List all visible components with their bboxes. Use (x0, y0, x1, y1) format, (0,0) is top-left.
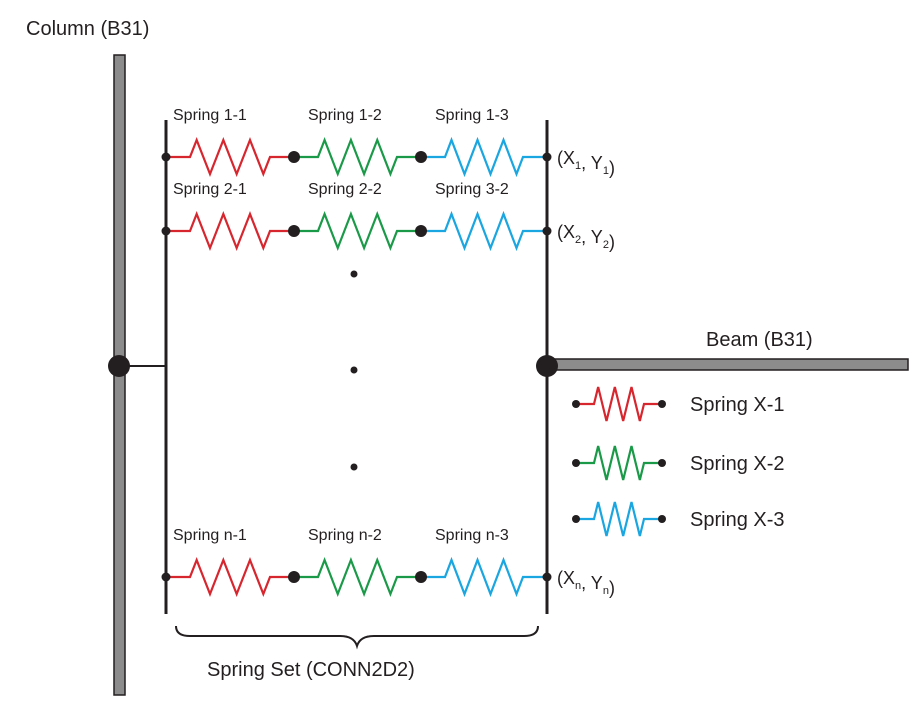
legend-label: Spring X-2 (690, 453, 785, 475)
spring-element (294, 136, 421, 178)
spring-node (161, 152, 171, 162)
spring-node (542, 152, 552, 162)
spring-element (294, 556, 421, 598)
spring-label: Spring 1-3 (435, 107, 509, 124)
spring-node (288, 571, 300, 583)
legend-node (658, 459, 666, 467)
ellipsis-dot (350, 366, 358, 374)
spring-node (415, 225, 427, 237)
spring-label: Spring 2-1 (173, 181, 247, 198)
column-node (108, 355, 130, 377)
spring-label: Spring 1-2 (308, 107, 382, 124)
spring-label: Spring 3-2 (435, 181, 509, 198)
spring-rows: Spring 1-1 Spring 1-2 Spring 1-3(X1, Y1)Sp… (161, 107, 615, 598)
spring-element (421, 556, 547, 598)
legend-label: Spring X-1 (690, 394, 785, 416)
spring-node (288, 151, 300, 163)
legend-node (572, 515, 580, 523)
spring-element (294, 210, 421, 252)
column-label: Column (B31) (26, 18, 149, 40)
spring-element (166, 210, 294, 252)
beam-node (536, 355, 558, 377)
spring-label: Spring 1-1 (173, 107, 247, 124)
spring-node (542, 572, 552, 582)
legend-item: Spring X-1 (572, 386, 785, 422)
spring-node (542, 226, 552, 236)
node-coordinate-label: (X2, Y2) (557, 222, 615, 252)
spring-row: Spring 1-1 Spring 1-2 Spring 1-3 (X1, Y1) (161, 107, 615, 178)
spring-element (421, 136, 547, 178)
ellipsis-dot (350, 270, 358, 278)
spring-set-label: Spring Set (CONN2D2) (207, 659, 415, 681)
beam-label: Beam (B31) (706, 329, 813, 351)
spring-node (415, 571, 427, 583)
legend-label: Spring X-3 (690, 509, 785, 531)
ellipsis-dot (350, 463, 358, 471)
spring-node (161, 226, 171, 236)
spring-label: Spring n-1 (173, 527, 247, 544)
spring-label: Spring 2-2 (308, 181, 382, 198)
spring-label: Spring n-2 (308, 527, 382, 544)
legend-node (658, 400, 666, 408)
spring-label: Spring n-3 (435, 527, 509, 544)
spring-node (415, 151, 427, 163)
spring-row: Spring n-1 Spring n-2 Spring n-3 (Xn, Yn) (161, 527, 615, 598)
node-coordinate-label: (Xn, Yn) (557, 568, 615, 598)
spring-node (288, 225, 300, 237)
spring-node (161, 572, 171, 582)
spring-element (166, 136, 294, 178)
spring-legend: Spring X-1 Spring X-2 Spring X-3 (572, 386, 785, 537)
legend-node (572, 459, 580, 467)
node-coordinate-label: (X1, Y1) (557, 148, 615, 178)
spring-element (166, 556, 294, 598)
spring-set-brace (175, 625, 539, 650)
legend-node (658, 515, 666, 523)
spring-element (421, 210, 547, 252)
beam-member (546, 358, 909, 371)
legend-node (572, 400, 580, 408)
legend-spring-icon (576, 386, 662, 422)
legend-spring-icon (576, 445, 662, 481)
legend-item: Spring X-3 (572, 501, 785, 537)
legend-item: Spring X-2 (572, 445, 785, 481)
legend-spring-icon (576, 501, 662, 537)
spring-row: Spring 2-1 Spring 2-2 Spring 3-2 (X2, Y2) (161, 181, 615, 252)
